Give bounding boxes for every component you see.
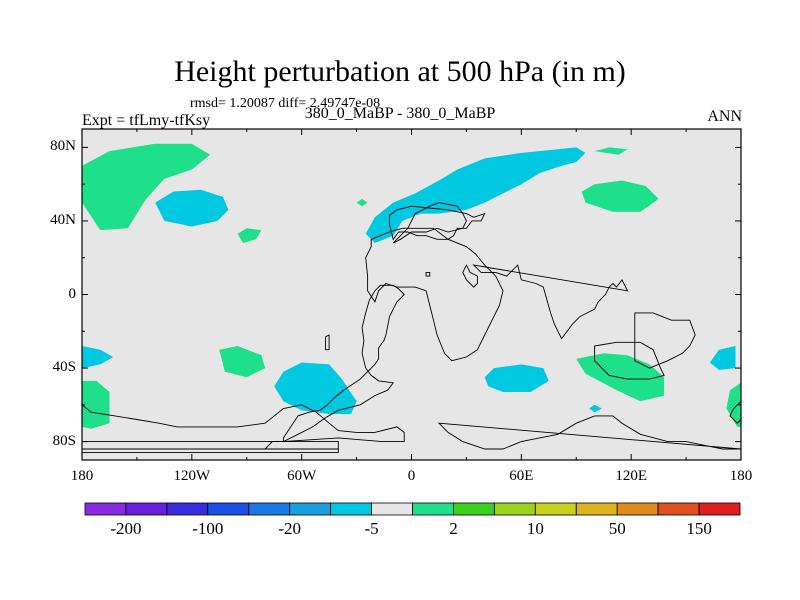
colorbar-label: 150 [686,519,712,538]
contour-cyan-north-atlantic-eurasia [365,147,586,243]
y-tick-label: 80N [50,138,76,155]
colorbar-swatch [166,502,209,516]
colorbar-swatch [248,502,291,516]
coast-arabia [462,264,478,288]
colorbar-label: -20 [278,519,302,538]
x-tick-label: 60W [287,468,317,484]
contour-cyan-south-africa [484,364,549,392]
contour-green-southeast-pacific [726,382,741,427]
colorbar-swatch [330,502,372,516]
y-tick-label: 0 [68,285,77,302]
stats-label: rmsd= 1.20087 diff= 2.49747e-08 [190,96,381,111]
contour-green-north-russia [594,147,628,155]
x-tick-label: 120W [173,468,211,484]
contour-green-north-america [237,228,262,243]
contour-green-southwest-pacific [82,380,110,429]
contour-cyan-south-pacific-west [82,346,114,369]
map-background [82,129,741,460]
coast-nz [729,400,741,424]
coast-indonesia [634,312,696,369]
contour-green-south-pacific [219,346,266,378]
y-tick-label: 40S [52,359,76,376]
case-label: 380_0_MaBP - 380_0_MaBP [304,105,496,122]
coast-australia [594,341,665,380]
colorbar-swatch [493,502,536,516]
contour-cyan-south-america [274,362,357,414]
y-tick-label: 40N [50,211,76,228]
colorbar-swatch [125,502,168,516]
season-label: ANN [707,108,742,125]
coast-south-america-west [325,334,330,351]
coast-antarctica-south [82,448,339,454]
experiment-label: Expt = tfLmy-tfKsy [82,112,211,129]
y-tick-label: 80S [52,432,76,449]
colorbar-swatch [657,502,700,516]
coast-asia [472,264,629,340]
colorbar-swatch [289,502,332,516]
x-tick-label: 180 [70,468,94,484]
colorbar-swatch [371,502,413,516]
contour-cyan-north-atlantic [155,189,229,227]
coast-north-america [282,284,405,443]
x-tick-label: 0 [407,468,416,484]
contour-green-north-pacific [82,143,211,231]
coast-north-europe [392,202,467,244]
x-tick-label: 120E [615,468,647,484]
colorbar-label: 50 [608,519,626,538]
coast-africa [365,227,504,362]
colorbar-label: -5 [364,519,379,538]
coast-antarctica-east [437,415,741,450]
colorbar-swatch [534,502,577,516]
contour-green-east-asia [581,180,659,212]
colorbar-label: -100 [192,519,224,538]
coast-antarctica-west [82,404,405,443]
contour-cyan-south-pacific-east [709,346,736,370]
coast-europe [389,205,486,241]
contour-cyan-indian-dot [589,404,602,413]
colorbar-label: -200 [110,519,142,538]
colorbar-swatch [207,502,250,516]
x-tick-label: 60E [509,468,534,484]
coast-small-island [425,271,431,277]
colorbar-swatch [575,502,618,516]
colorbar-label: 10 [526,519,544,538]
chart-title: Height perturbation at 500 hPa (in m) [174,55,626,88]
colorbar-swatch [452,502,495,516]
colorbar-swatch [84,502,127,516]
colorbar-label: 2 [449,519,458,538]
colorbar-swatch [698,502,741,516]
colorbar-swatch [616,502,659,516]
contour-green-atlantic-dot [356,198,368,207]
colorbar-swatch [412,502,454,516]
x-tick-label: 180 [729,468,753,484]
